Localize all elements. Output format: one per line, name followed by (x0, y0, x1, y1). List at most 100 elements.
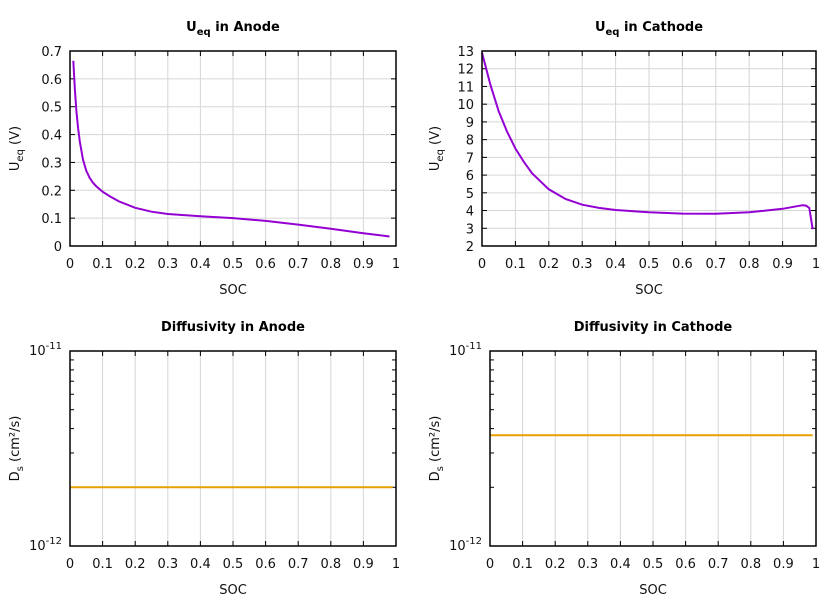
x-tick-label: 0.7 (708, 557, 729, 572)
x-tick-label: 0 (66, 257, 74, 272)
text-span: U (428, 162, 443, 172)
chart-title: Diffusivity in Anode (161, 320, 305, 335)
series-line (481, 52, 814, 230)
x-tick-label: 0.3 (577, 557, 598, 572)
chart-title: Ueq in Cathode (595, 20, 703, 38)
x-tick-label: 1 (812, 557, 820, 572)
x-axis-label: SOC (219, 583, 247, 598)
x-tick-label: 1 (392, 257, 400, 272)
subplot-3: 0 0.1 0.2 0.3 0.4 0.5 0.6 0.7 0.8 0.9 110-1210-11D… (428, 320, 820, 598)
y-axis-label: Ueq (V) (8, 126, 26, 171)
x-tick-label: 0.6 (255, 257, 276, 272)
y-tick-label: 3 (466, 222, 474, 237)
text-span: U (186, 20, 197, 35)
y-tick-label: 0.1 (41, 212, 62, 227)
y-tick-label: 4 (466, 205, 474, 220)
text-span: -12 (46, 536, 62, 547)
text-span: eq (197, 27, 211, 38)
x-tick-label: 0.1 (512, 557, 533, 572)
x-tick-label: 0.6 (672, 257, 693, 272)
text-span: -11 (466, 341, 482, 352)
x-tick-label: 0.6 (255, 557, 276, 572)
x-tick-label: 0.7 (288, 557, 309, 572)
y-tick-label: 13 (457, 45, 474, 60)
plot-frame (69, 50, 397, 247)
text-span: 10 (449, 539, 466, 554)
y-tick-label: 10-12 (29, 536, 62, 554)
x-tick-label: 0.3 (572, 257, 593, 272)
x-tick-label: 0.7 (705, 257, 726, 272)
y-tick-label: 6 (466, 169, 474, 184)
x-tick-label: 0 (478, 257, 486, 272)
y-tick-label: 0.4 (41, 129, 62, 144)
x-axis-label: SOC (639, 583, 667, 598)
x-tick-label: 0.6 (675, 557, 696, 572)
text-span: eq (606, 27, 620, 38)
text-span: 10 (29, 539, 46, 554)
y-tick-label: 0.6 (41, 73, 62, 88)
x-tick-label: 0.5 (223, 557, 244, 572)
x-tick-label: 0.1 (505, 257, 526, 272)
plot-frame (489, 350, 817, 547)
x-tick-label: 0.3 (157, 557, 178, 572)
y-tick-label: 7 (466, 151, 474, 166)
y-tick-label: 9 (466, 116, 474, 131)
text-span: (cm²/s) (428, 416, 443, 466)
y-axis-label: Ds (cm²/s) (8, 416, 26, 482)
text-span: U (595, 20, 606, 35)
x-tick-label: 0.5 (643, 557, 664, 572)
text-span: eq (15, 149, 26, 162)
chart-title: Ueq in Anode (186, 20, 280, 38)
x-tick-label: 0.4 (190, 257, 211, 272)
text-span: (cm²/s) (8, 416, 23, 466)
x-tick-label: 0.4 (605, 257, 626, 272)
x-tick-label: 0.3 (157, 257, 178, 272)
text-span: (V) (8, 126, 23, 149)
subplot-2: 0 0.1 0.2 0.3 0.4 0.5 0.6 0.7 0.8 0.9 110-1210-11D… (8, 320, 400, 598)
chart-title: Diffusivity in Cathode (574, 320, 733, 335)
text-span: in Cathode (619, 20, 703, 35)
x-axis-label: SOC (635, 283, 663, 298)
x-tick-label: 0.9 (773, 557, 794, 572)
x-tick-label: 0.8 (320, 557, 341, 572)
plot-frame (69, 350, 397, 547)
y-axis-label: Ds (cm²/s) (428, 416, 446, 482)
x-axis-label: SOC (219, 283, 247, 298)
x-tick-label: 0 (66, 557, 74, 572)
y-tick-label: 10-11 (449, 341, 482, 359)
x-tick-label: 0.9 (772, 257, 793, 272)
text-span: D (428, 471, 443, 481)
text-span: U (8, 162, 23, 172)
x-tick-label: 0.8 (320, 257, 341, 272)
y-tick-label: 8 (466, 134, 474, 149)
x-tick-label: 1 (392, 557, 400, 572)
text-span: s (15, 466, 26, 471)
y-axis-label: Ueq (V) (428, 126, 446, 171)
text-span: s (435, 466, 446, 471)
y-tick-label: 10 (457, 98, 474, 113)
text-span: -11 (46, 341, 62, 352)
y-tick-label: 2 (466, 240, 474, 255)
text-span: (V) (428, 126, 443, 149)
x-tick-label: 0 (486, 557, 494, 572)
y-tick-label: 5 (466, 187, 474, 202)
y-tick-label: 0.2 (41, 184, 62, 199)
plot-frame (481, 50, 817, 247)
y-tick-label: 10-11 (29, 341, 62, 359)
x-tick-label: 0.9 (353, 257, 374, 272)
text-span: 10 (29, 344, 46, 359)
y-tick-label: 10-12 (449, 536, 482, 554)
x-tick-label: 0.2 (125, 257, 146, 272)
y-tick-label: 0.3 (41, 156, 62, 171)
x-tick-label: 0.2 (538, 257, 559, 272)
text-span: D (8, 471, 23, 481)
x-tick-label: 0.7 (288, 257, 309, 272)
x-tick-label: 0.1 (92, 557, 113, 572)
subplot-0: 0 0.1 0.2 0.3 0.4 0.5 0.6 0.7 0.8 0.9 1 0 0.1 0.2 0.3 0… (8, 20, 400, 298)
text-span: in Anode (211, 20, 280, 35)
x-tick-label: 0.8 (739, 257, 760, 272)
x-tick-label: 0.2 (125, 557, 146, 572)
text-span: Diffusivity in Cathode (574, 320, 733, 335)
y-tick-label: 0 (54, 240, 62, 255)
